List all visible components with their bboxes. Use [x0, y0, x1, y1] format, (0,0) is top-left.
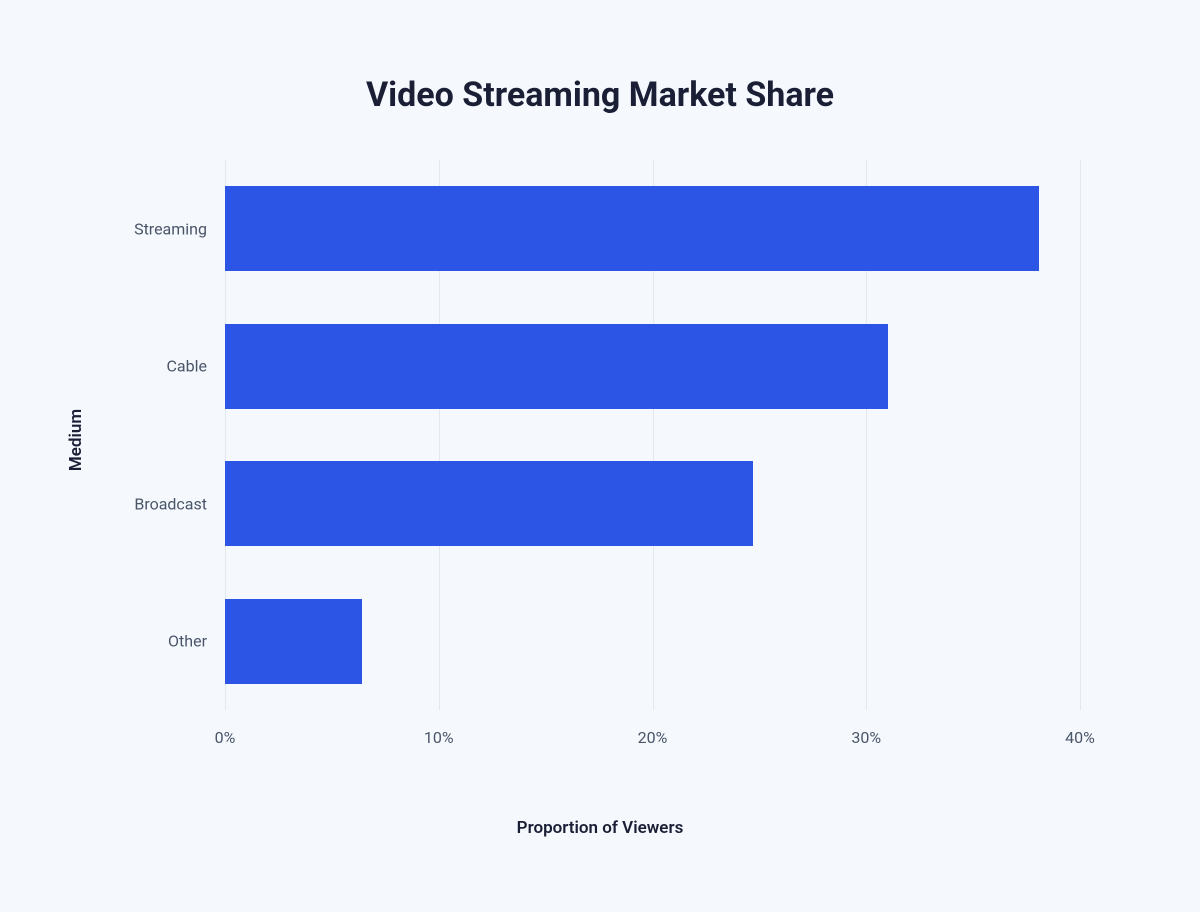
x-tick-label: 10%	[399, 728, 479, 747]
bar	[225, 324, 888, 409]
y-tick-label: Cable	[57, 357, 207, 376]
y-axis-label: Medium	[66, 409, 86, 471]
y-tick-label: Streaming	[57, 219, 207, 238]
y-tick-label: Broadcast	[57, 494, 207, 513]
x-tick-label: 0%	[185, 728, 265, 747]
bar	[225, 186, 1039, 271]
x-tick-label: 20%	[613, 728, 693, 747]
chart-container: Video Streaming Market Share Medium Prop…	[0, 0, 1200, 912]
x-tick-label: 40%	[1040, 728, 1120, 747]
x-tick-label: 30%	[826, 728, 906, 747]
x-axis-label: Proportion of Viewers	[0, 818, 1200, 838]
bar	[225, 461, 753, 546]
gridline	[1080, 160, 1081, 710]
bar	[225, 599, 362, 684]
y-tick-label: Other	[57, 632, 207, 651]
plot-area: 0%10%20%30%40%	[225, 160, 1080, 710]
chart-title: Video Streaming Market Share	[0, 75, 1200, 115]
